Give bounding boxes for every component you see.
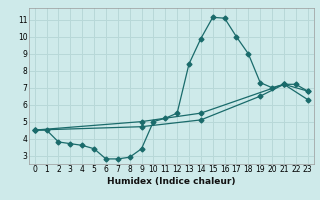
X-axis label: Humidex (Indice chaleur): Humidex (Indice chaleur) — [107, 177, 236, 186]
